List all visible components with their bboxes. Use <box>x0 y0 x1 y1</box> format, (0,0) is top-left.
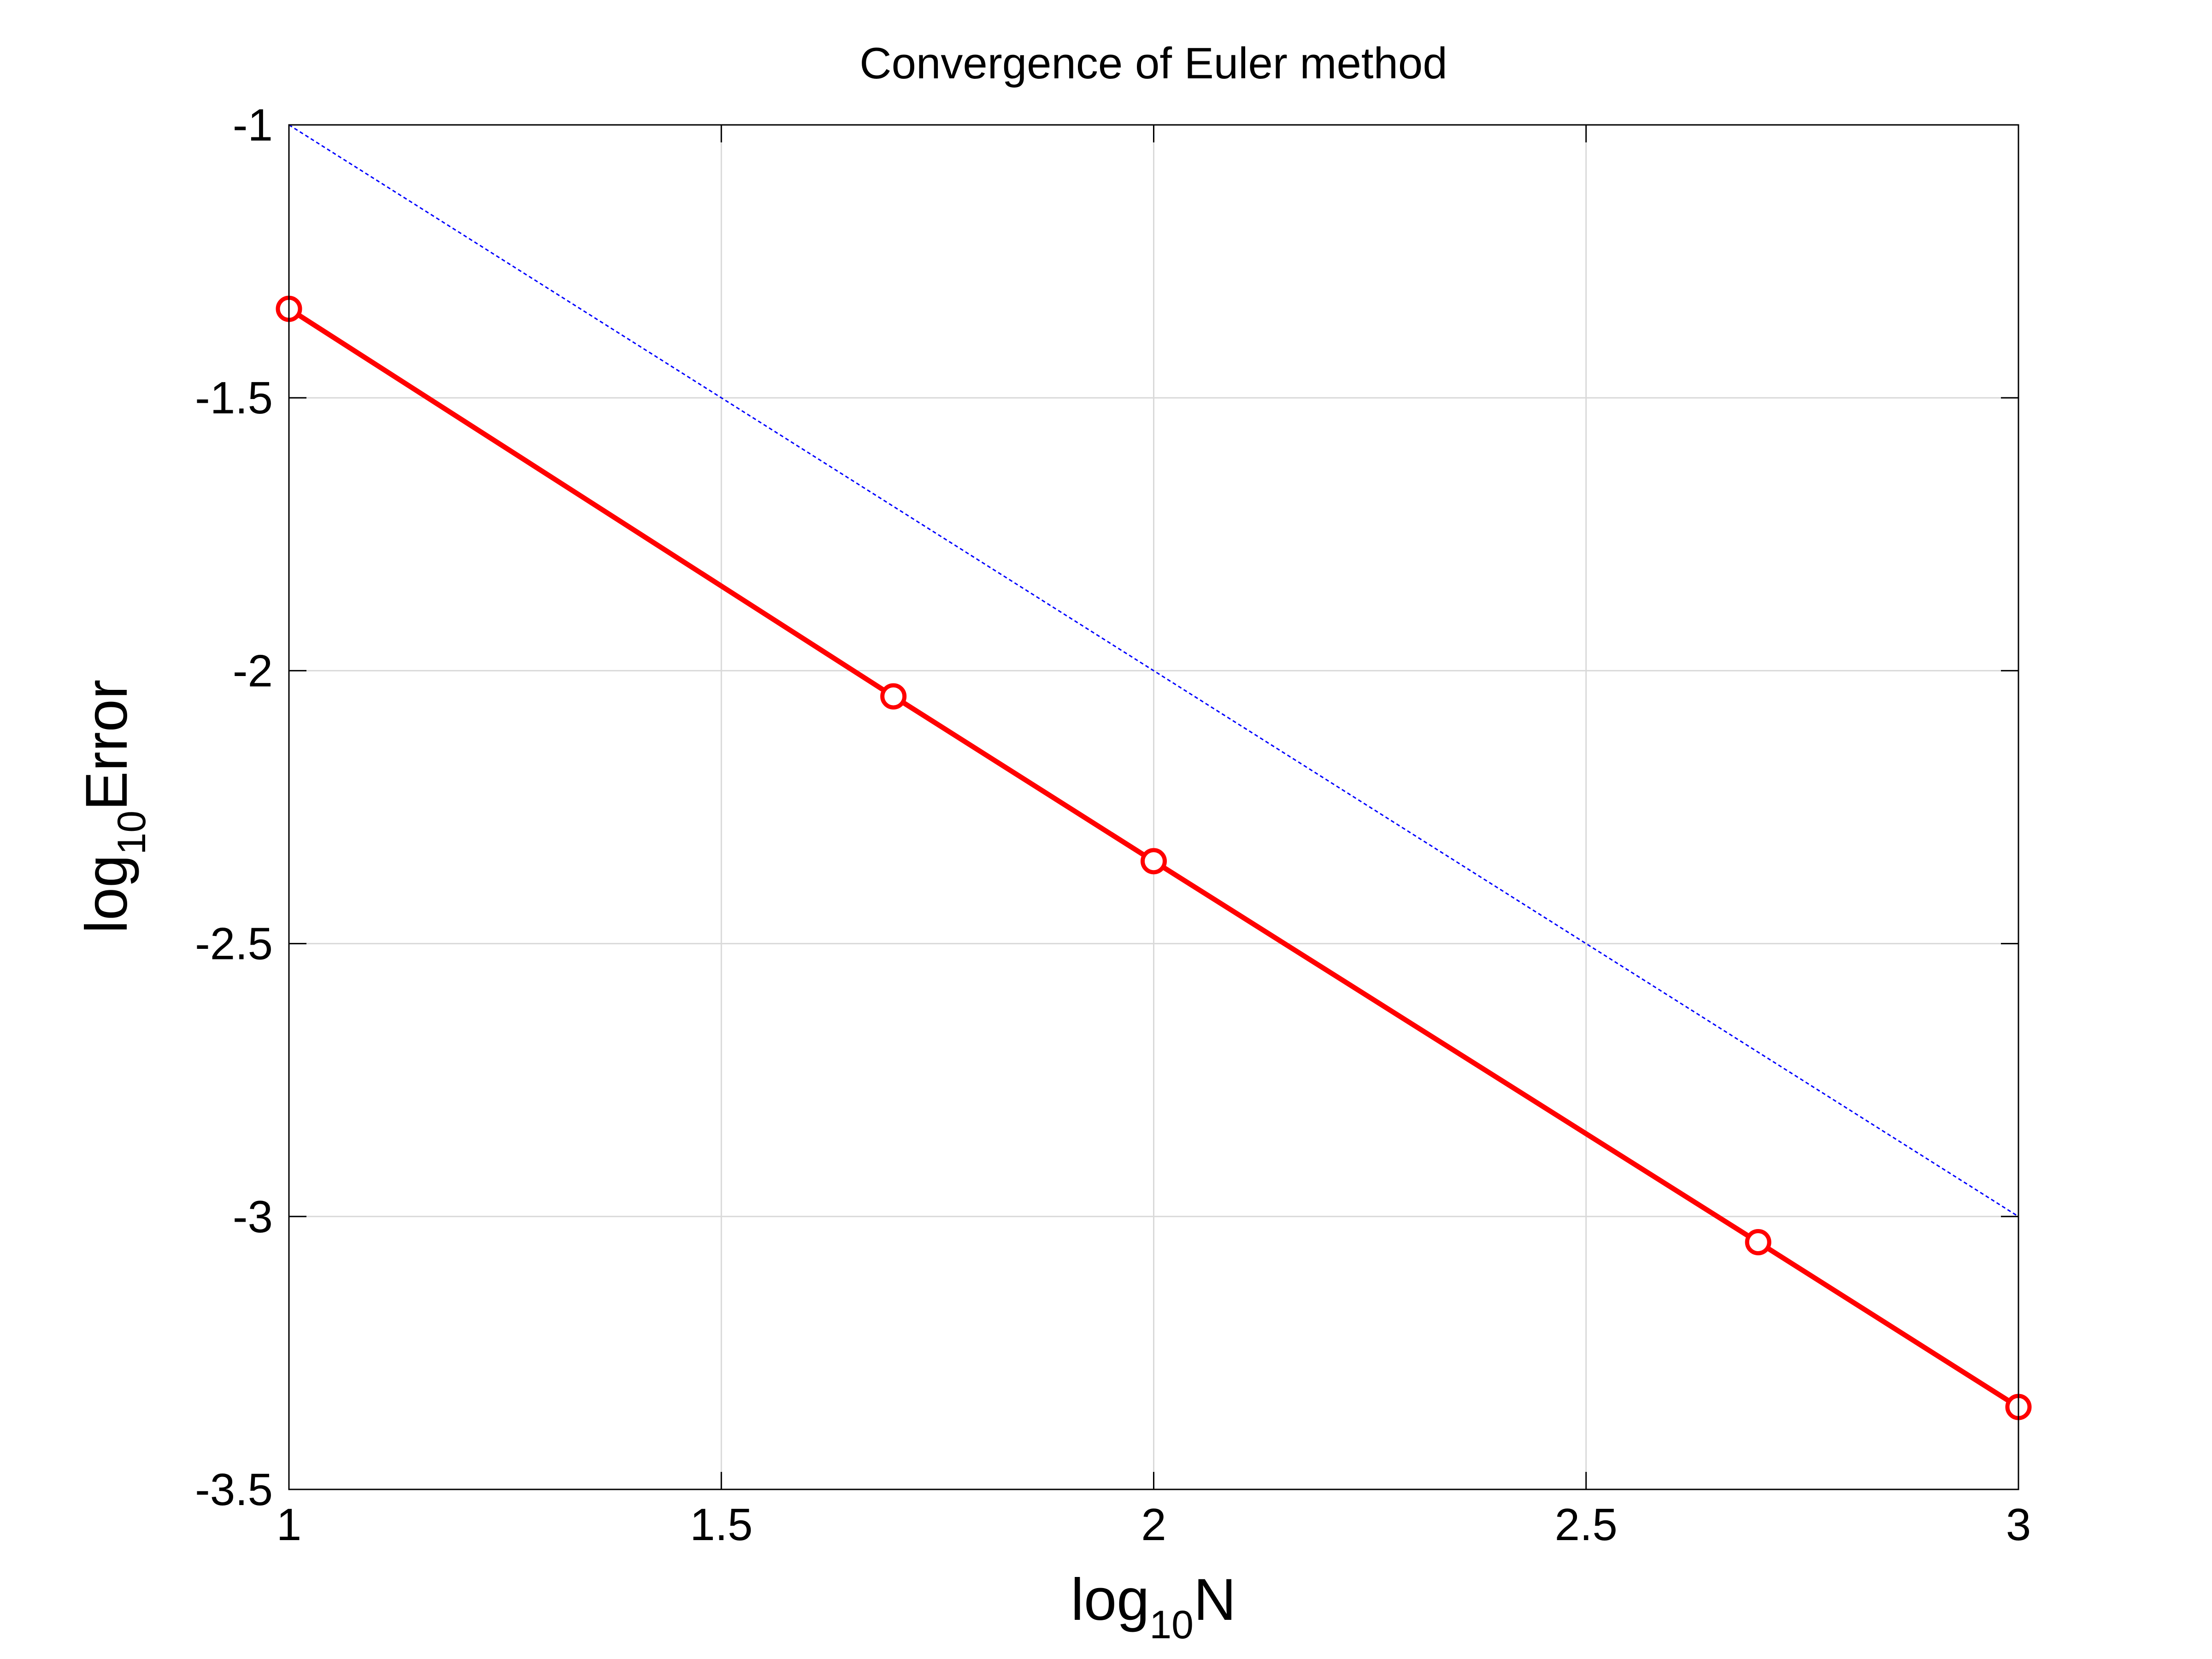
reference-line <box>288 124 2019 1218</box>
x-axis-label: log10N <box>1071 1567 1236 1647</box>
y-tick-label: -3 <box>233 1191 273 1242</box>
chart-title: Convergence of Euler method <box>859 39 1447 88</box>
y-axis-label: log10Error <box>74 680 154 934</box>
y-tick-label: -3.5 <box>195 1464 273 1515</box>
data-point <box>1745 1229 1771 1255</box>
data-point <box>880 683 907 710</box>
x-tick-label: 2.5 <box>1555 1499 1618 1550</box>
series-layer <box>276 124 2032 1420</box>
x-tick-label: 1.5 <box>690 1499 753 1550</box>
x-tick-label: 3 <box>2006 1499 2031 1550</box>
x-axis-label-rest: N <box>1194 1567 1236 1633</box>
y-tick-label: -1 <box>233 100 273 150</box>
x-tick-labels: 1 1.5 2 2.5 3 <box>276 1499 2031 1550</box>
y-tick-label: -2 <box>233 645 273 696</box>
x-axis-label-base: log <box>1071 1567 1150 1633</box>
ticks <box>288 124 2019 1490</box>
y-tick-label: -1.5 <box>195 372 273 423</box>
y-axis-label-base: log <box>74 855 140 934</box>
data-point <box>1141 848 1167 875</box>
y-axis-label-subscript: 10 <box>110 811 154 855</box>
x-tick-label: 2 <box>1141 1499 1166 1550</box>
x-tick-label: 1 <box>276 1499 302 1550</box>
y-axis-label-rest: Error <box>74 680 140 811</box>
x-axis-label-subscript: 10 <box>1149 1603 1194 1647</box>
y-tick-labels: -3.5 -3 -2.5 -2 -1.5 -1 <box>195 100 273 1515</box>
y-tick-label: -2.5 <box>195 918 273 969</box>
